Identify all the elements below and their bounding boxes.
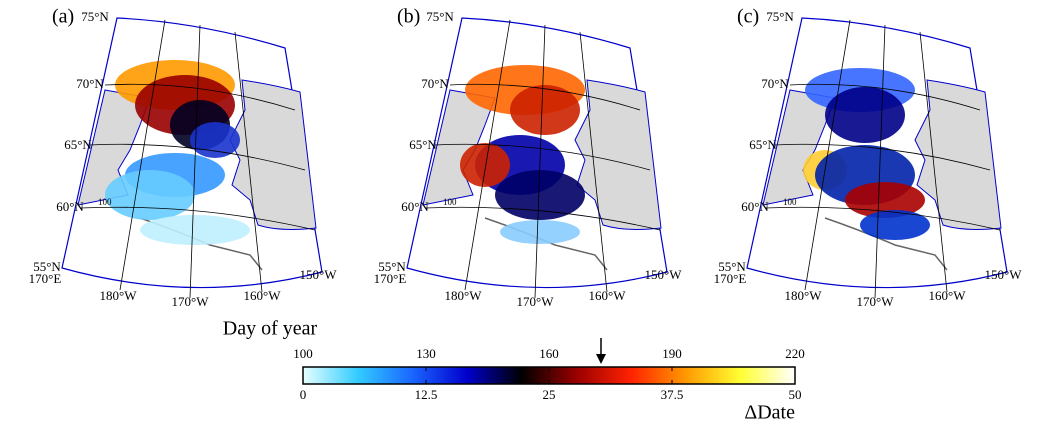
lon-label: 170°E [29,271,62,286]
colorbar-axis-label: ΔDate [744,402,795,424]
lat-label: 65°N [749,137,777,152]
lat-label: 60°N [56,199,84,214]
lat-label: 55°N [33,259,61,274]
sea-ice-region [190,122,240,158]
lon-label: 170°E [374,271,407,286]
panel-label: (b) [397,6,420,28]
bottom-tick-label: 25 [543,387,556,402]
lat-label: 70°N [761,76,789,91]
meridian [189,24,201,299]
panel-label: (c) [737,6,759,28]
sea-ice-region [495,170,585,220]
lon-label: 170°W [172,294,210,309]
parallel [104,83,296,111]
lon-label: 180°W [100,288,138,303]
parallel [424,206,661,231]
lat-label: 70°N [76,76,104,91]
top-tick-label: 100 [293,346,313,361]
lon-label: 160°W [929,288,967,303]
contour-label: 100 [443,197,457,207]
parallel [434,143,651,171]
meridian [464,19,511,291]
parallel [774,143,991,171]
meridian [234,31,263,293]
top-tick-label: 220 [785,346,805,361]
lat-label: 55°N [718,259,746,274]
sea-ice-region [105,170,195,220]
bottom-tick-label: 0 [300,387,307,402]
lon-label: 170°W [857,294,895,309]
parallel [89,143,306,171]
sea-ice-region [845,182,925,218]
meridian [119,19,166,291]
sea-ice-region [860,210,930,240]
lon-label: 170°W [517,294,555,309]
bottom-tick-label: 12.5 [415,387,438,402]
bottom-tick-label: 37.5 [661,387,684,402]
meridian [919,31,948,293]
lon-label: 150°W [985,267,1023,282]
contour-label: 100 [98,197,112,207]
sea-ice-region [460,143,510,187]
contour-label: 100 [783,197,797,207]
top-tick-label: 190 [662,346,682,361]
lat-label: 65°N [64,137,92,152]
arrow-head [596,354,606,364]
colorbar-title: Day of year [223,318,318,340]
parallel [449,83,641,111]
sea-ice-region [500,220,580,244]
lat-label: 60°N [401,199,429,214]
lon-label: 160°W [244,288,282,303]
lat-label: 65°N [409,137,437,152]
lat-label: 75°N [426,9,454,24]
lon-label: 160°W [589,288,627,303]
top-tick-label: 160 [539,346,559,361]
lat-label: 75°N [766,9,794,24]
lat-label: 75°N [81,9,109,24]
meridian [874,24,886,299]
sea-ice-region [510,85,580,135]
sea-ice-region [140,215,250,245]
lon-label: 150°W [645,267,683,282]
meridian [534,24,546,299]
bottom-tick-label: 50 [789,387,802,402]
parallel [764,206,1001,231]
meridian [579,31,608,293]
lon-label: 180°W [785,288,823,303]
lon-label: 170°E [714,271,747,286]
meridian [804,19,851,291]
parallel [789,83,981,111]
lon-label: 180°W [445,288,483,303]
lon-label: 150°W [300,267,338,282]
lat-label: 60°N [741,199,769,214]
top-tick-label: 130 [416,346,436,361]
parallel [79,206,316,231]
lat-label: 70°N [421,76,449,91]
panel-label: (a) [52,6,74,28]
sea-ice-region [825,87,905,143]
lat-label: 55°N [378,259,406,274]
